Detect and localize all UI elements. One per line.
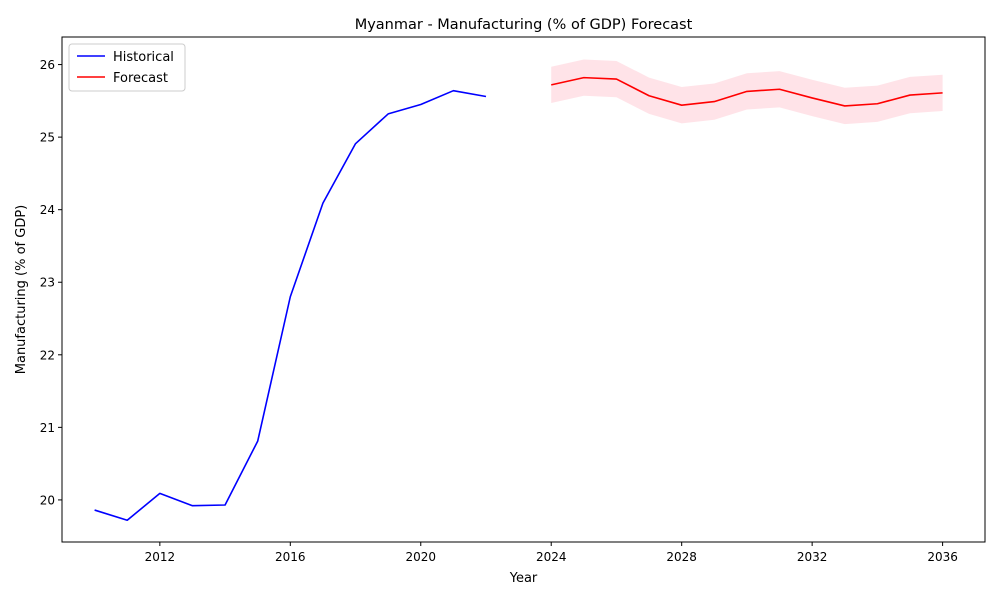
- chart-title: Myanmar - Manufacturing (% of GDP) Forec…: [355, 17, 693, 33]
- x-tick-label: 2036: [927, 550, 958, 564]
- y-tick-label: 20: [40, 493, 55, 507]
- legend-forecast-label: Forecast: [113, 71, 168, 86]
- y-axis-ticks: 20 21 22 23 24 25 26: [40, 58, 62, 507]
- y-axis-label: Manufacturing (% of GDP): [14, 205, 29, 374]
- series-line-layer: [94, 76, 943, 522]
- y-tick-label: 24: [40, 203, 55, 217]
- legend: Historical Forecast: [68, 43, 186, 92]
- y-tick-label: 23: [40, 276, 55, 290]
- x-tick-label: 2032: [797, 550, 828, 564]
- x-tick-label: 2028: [666, 550, 697, 564]
- y-tick-label: 22: [40, 348, 55, 362]
- legend-historical-label: Historical: [113, 50, 174, 65]
- x-tick-label: 2024: [536, 550, 567, 564]
- x-tick-label: 2012: [145, 550, 176, 564]
- x-tick-label: 2016: [275, 550, 306, 564]
- forecast-line: [551, 76, 943, 107]
- y-tick-label: 26: [40, 58, 55, 72]
- x-axis-ticks: 2012 2016 2020 2024 2028 2032 2036: [145, 542, 958, 564]
- y-tick-label: 21: [40, 421, 55, 435]
- y-tick-label: 25: [40, 131, 55, 145]
- x-axis-label: Year: [509, 571, 538, 586]
- plot-area: [61, 36, 986, 543]
- x-tick-label: 2020: [405, 550, 436, 564]
- historical-line: [94, 89, 487, 522]
